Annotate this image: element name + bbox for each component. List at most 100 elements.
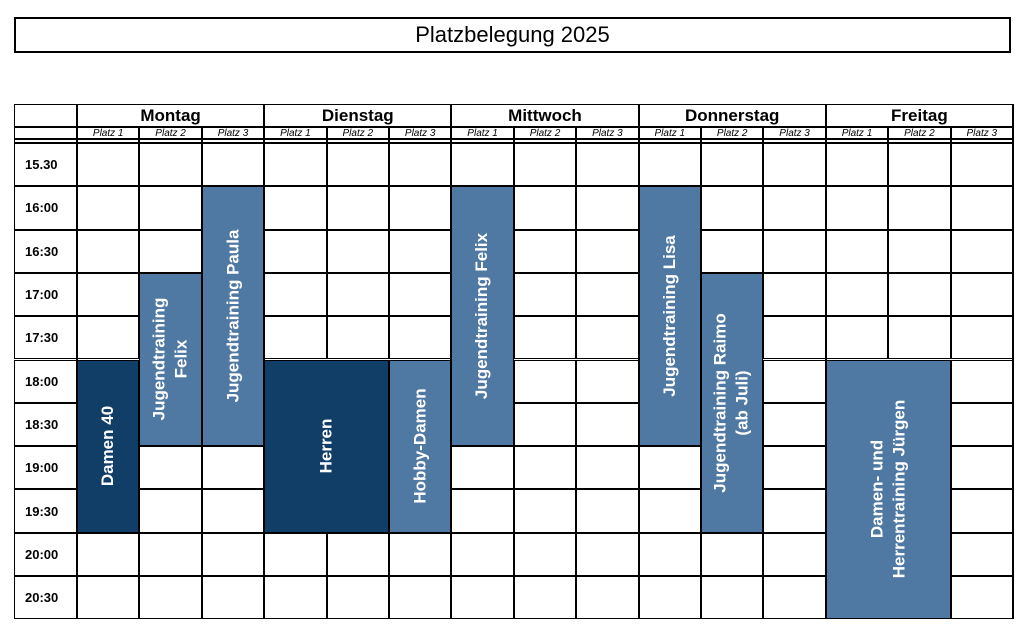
slot-cell: [888, 143, 951, 187]
slot-cell: [77, 229, 140, 273]
slot-cell: [763, 316, 826, 360]
slot-cell: [638, 576, 701, 620]
slot-cell: [389, 229, 452, 273]
time-label: 16:00: [14, 186, 77, 230]
header-spacer: [513, 139, 577, 143]
slot-cell: [888, 229, 951, 273]
platz-header: Platz 3: [950, 127, 1013, 139]
slot-cell: [139, 186, 202, 230]
slot-cell: [77, 316, 140, 360]
time-label: 16:30: [14, 229, 77, 273]
corner-cell: [14, 104, 77, 127]
time-label: 18:00: [14, 359, 77, 403]
booking-label: Damen- und Herrentraining Jürgen: [867, 400, 909, 579]
time-label: 20:30: [14, 576, 77, 620]
platz-header: Platz 3: [201, 127, 265, 139]
slot-cell: [451, 489, 514, 533]
slot-cell: [576, 229, 639, 273]
booking-block: Jugendtraining Lisa: [638, 186, 701, 447]
slot-cell: [763, 359, 826, 403]
slot-cell: [264, 186, 327, 230]
slot-cell: [950, 532, 1013, 576]
slot-cell: [513, 489, 577, 533]
slot-cell: [825, 229, 889, 273]
slot-cell: [326, 532, 389, 576]
platz-header: Platz 1: [638, 127, 701, 139]
slot-cell: [513, 532, 577, 576]
slot-cell: [763, 532, 826, 576]
corner-cell: [14, 127, 77, 139]
slot-cell: [950, 143, 1013, 187]
header-spacer: [888, 139, 951, 143]
slot-cell: [701, 576, 764, 620]
platz-header: Platz 2: [888, 127, 951, 139]
slot-cell: [950, 229, 1013, 273]
slot-cell: [264, 532, 327, 576]
slot-cell: [264, 143, 327, 187]
slot-cell: [576, 186, 639, 230]
header-spacer: [139, 139, 202, 143]
slot-cell: [888, 186, 951, 230]
day-header: Dienstag: [264, 104, 452, 127]
slot-cell: [763, 402, 826, 447]
booking-label: Hobby-Damen: [410, 388, 430, 504]
slot-cell: [701, 229, 764, 273]
booking-label: Jugendtraining Felix: [472, 233, 492, 400]
slot-cell: [576, 272, 639, 317]
slot-cell: [139, 532, 202, 576]
slot-cell: [763, 143, 826, 187]
slot-cell: [139, 576, 202, 620]
header-spacer: [326, 139, 389, 143]
booking-label: Jugendtraining Felix: [149, 298, 191, 421]
slot-cell: [763, 489, 826, 533]
booking-label: Damen 40: [98, 405, 118, 487]
slot-cell: [638, 532, 701, 576]
slot-cell: [513, 229, 577, 273]
slot-cell: [389, 532, 452, 576]
slot-cell: [701, 532, 764, 576]
slot-cell: [326, 272, 389, 317]
slot-cell: [513, 272, 577, 317]
header-spacer: [701, 139, 764, 143]
platz-header: Platz 1: [77, 127, 140, 139]
platz-header: Platz 1: [264, 127, 327, 139]
slot-cell: [576, 143, 639, 187]
slot-cell: [139, 446, 202, 490]
slot-cell: [576, 359, 639, 403]
platz-header: Platz 3: [389, 127, 452, 139]
time-label: 17:00: [14, 272, 77, 317]
day-header: Freitag: [825, 104, 1013, 127]
slot-cell: [326, 186, 389, 230]
slot-cell: [201, 489, 265, 533]
booking-label: Herren: [316, 418, 336, 474]
platz-header: Platz 2: [513, 127, 577, 139]
booking-block: Jugendtraining Raimo (ab Juli): [701, 272, 764, 533]
slot-cell: [825, 272, 889, 317]
booking-block: Hobby-Damen: [389, 359, 452, 533]
day-separator: [1012, 104, 1014, 620]
booking-block: Damen 40: [77, 359, 140, 533]
page-title: Platzbelegung 2025: [14, 17, 1011, 53]
slot-cell: [576, 576, 639, 620]
slot-cell: [950, 402, 1013, 447]
slot-cell: [389, 186, 452, 230]
slot-cell: [888, 272, 951, 317]
slot-cell: [825, 186, 889, 230]
slot-cell: [264, 229, 327, 273]
slot-cell: [451, 143, 514, 187]
time-label: 15.30: [14, 143, 77, 187]
slot-cell: [389, 143, 452, 187]
day-header: Donnerstag: [638, 104, 826, 127]
slot-cell: [326, 143, 389, 187]
day-header: Montag: [77, 104, 265, 127]
slot-cell: [763, 186, 826, 230]
slot-cell: [513, 446, 577, 490]
slot-cell: [763, 229, 826, 273]
slot-cell: [264, 576, 327, 620]
slot-cell: [139, 229, 202, 273]
slot-cell: [513, 359, 577, 403]
booking-block: Herren: [264, 359, 389, 533]
slot-cell: [326, 576, 389, 620]
slot-cell: [638, 489, 701, 533]
slot-cell: [513, 316, 577, 360]
